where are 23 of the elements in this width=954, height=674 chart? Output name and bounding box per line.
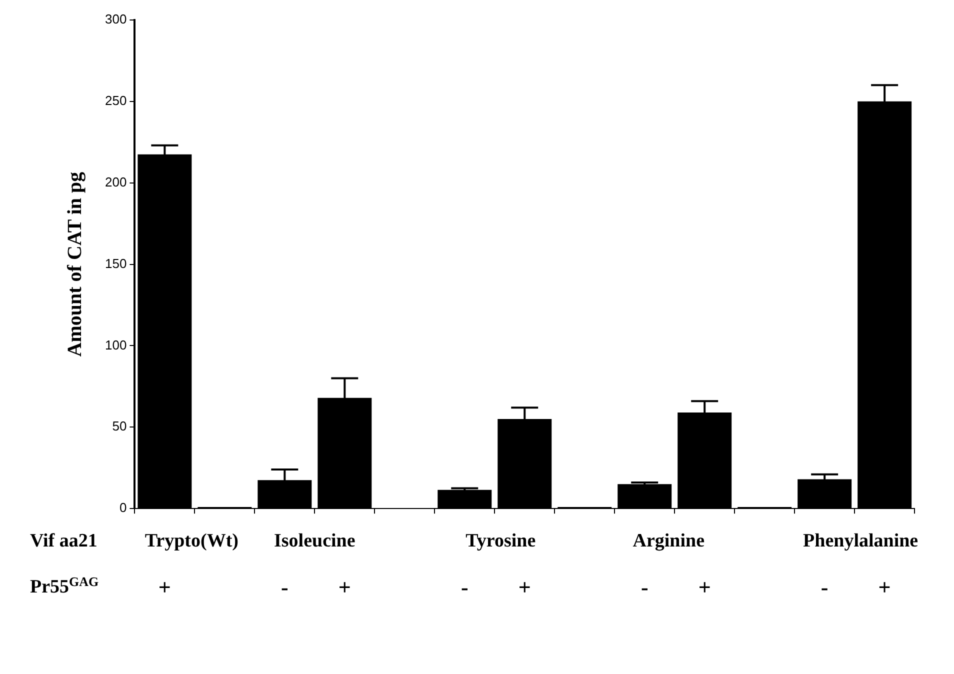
x-tick-label: - xyxy=(820,574,828,600)
y-tick-label: 0 xyxy=(119,500,127,516)
y-tick-label: 250 xyxy=(104,93,127,108)
x-tick-label: - xyxy=(281,574,288,600)
x-tick-label: + xyxy=(698,574,711,600)
x-tick-label: + xyxy=(518,574,531,600)
text: Arginine xyxy=(632,530,704,552)
x-tick-label: + xyxy=(158,574,171,600)
y-axis-title: Amount of CAT in pg xyxy=(64,172,86,357)
x-tick-label: - xyxy=(460,574,468,600)
text: Vif aa21 xyxy=(30,530,98,552)
y-tick-label: 150 xyxy=(104,256,127,271)
y-tick-label: 100 xyxy=(104,337,127,352)
x-tick-label: + xyxy=(338,574,351,600)
text: Isoleucine xyxy=(274,530,356,552)
x-tick-label: - xyxy=(640,574,648,600)
x-tick-label: + xyxy=(878,574,891,600)
text: Trypto(Wt) xyxy=(144,530,238,552)
y-tick-label: 300 xyxy=(104,12,127,27)
y-tick-label: 50 xyxy=(112,418,127,434)
text: Tyrosine xyxy=(466,530,536,552)
text: Phenylalanine xyxy=(803,530,918,552)
y-tick-label: 200 xyxy=(104,174,127,190)
